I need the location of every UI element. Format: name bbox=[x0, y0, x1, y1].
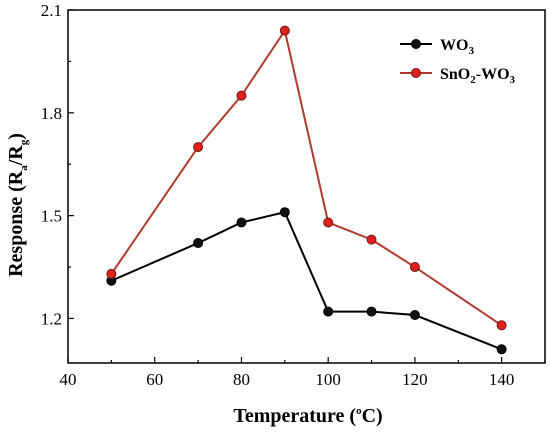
data-point bbox=[496, 320, 507, 331]
legend: WO3 SnO2-WO3 bbox=[400, 37, 516, 86]
legend-marker-wo3 bbox=[411, 39, 421, 49]
data-point bbox=[106, 268, 117, 279]
series-line bbox=[110, 211, 503, 351]
data-point bbox=[236, 90, 247, 101]
chart-axes: 40 60 80 100 120 140 1.2 1.5 1.8 2.1 bbox=[41, 1, 546, 389]
data-point bbox=[366, 306, 377, 317]
y-tick-label: 2.1 bbox=[41, 1, 62, 20]
legend-label-sno2-wo3: SnO2-WO3 bbox=[440, 66, 516, 86]
data-point bbox=[323, 306, 334, 317]
y-tick-label: 1.2 bbox=[41, 309, 62, 328]
x-tick-label: 120 bbox=[402, 370, 428, 389]
data-point bbox=[279, 25, 290, 36]
y-tick-label: 1.5 bbox=[41, 207, 62, 226]
x-tick-label: 80 bbox=[233, 370, 250, 389]
plot-frame bbox=[67, 9, 546, 364]
data-point bbox=[366, 234, 377, 245]
data-point bbox=[279, 207, 290, 218]
x-tick-label: 40 bbox=[60, 370, 77, 389]
data-point bbox=[409, 262, 420, 273]
x-tick-label: 140 bbox=[489, 370, 515, 389]
series-0 bbox=[106, 207, 507, 355]
data-point bbox=[193, 238, 204, 249]
data-point bbox=[193, 142, 204, 153]
series-1 bbox=[106, 25, 507, 331]
data-point bbox=[236, 217, 247, 228]
series-layer bbox=[106, 25, 507, 355]
x-tick-label: 100 bbox=[315, 370, 341, 389]
y-tick-label: 1.8 bbox=[41, 104, 62, 123]
data-point bbox=[409, 310, 420, 321]
data-point bbox=[323, 217, 334, 228]
y-axis-title: Response (Ra/Rg) bbox=[5, 133, 30, 277]
legend-marker-sno2-wo3 bbox=[411, 68, 421, 78]
series-line bbox=[110, 28, 503, 327]
x-tick-label: 60 bbox=[146, 370, 163, 389]
legend-label-wo3: WO3 bbox=[440, 37, 474, 57]
data-point bbox=[496, 344, 507, 355]
x-axis-title: Temperature (oC) bbox=[233, 405, 382, 427]
